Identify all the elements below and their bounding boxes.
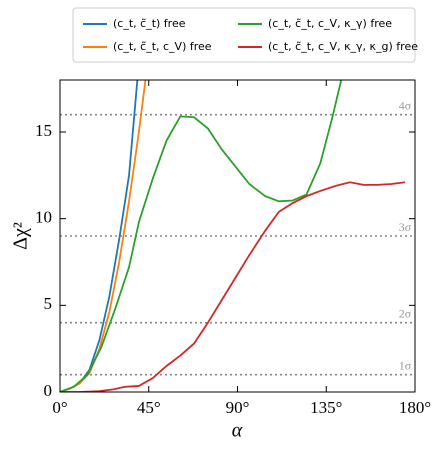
plot-area [60, 80, 406, 392]
reference-label: 4σ [399, 98, 412, 112]
x-tick-label: 135° [310, 398, 342, 417]
legend-box [72, 7, 416, 63]
legend-label: (c_t, c̃_t) free [113, 17, 186, 30]
reference-label: 1σ [399, 358, 412, 372]
y-axis-label: Δχ² [10, 222, 32, 250]
y-tick-label: 15 [35, 121, 52, 140]
reference-label: 2σ [399, 306, 412, 320]
y-tick-label: 10 [35, 208, 52, 227]
x-axis-label: α [232, 420, 243, 442]
x-tick-label: 180° [399, 398, 431, 417]
series-line [60, 80, 343, 392]
y-tick-label: 0 [44, 381, 53, 400]
legend-label: (c_t, c̃_t, c_V) free [113, 40, 212, 53]
legend-label: (c_t, c̃_t, c_V, κ_γ, κ_g) free [268, 40, 418, 53]
reference-label: 3σ [399, 220, 412, 234]
legend-label: (c_t, c̃_t, c_V, κ_γ) free [268, 17, 392, 30]
y-tick-label: 5 [44, 294, 53, 313]
series-line [60, 80, 139, 392]
x-tick-label: 0° [52, 398, 67, 417]
x-tick-label: 45° [137, 398, 161, 417]
series-line [60, 181, 406, 392]
x-tick-label: 90° [226, 398, 250, 417]
